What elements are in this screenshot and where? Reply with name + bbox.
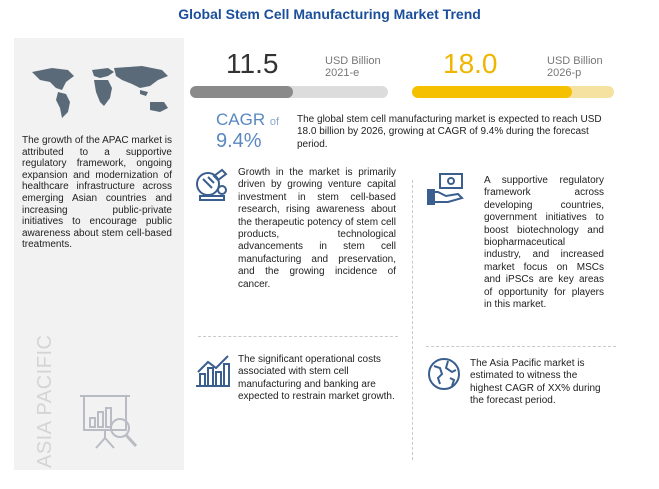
unit-2021: USD Billion 2021-e	[325, 55, 381, 79]
presentation-search-icon	[80, 395, 138, 449]
globe-icon	[428, 358, 460, 390]
unit-2026: USD Billion 2026-p	[547, 55, 603, 79]
divider-right	[426, 346, 616, 348]
market-value-2021: 11.5	[226, 48, 279, 79]
market-value-2026: 18.0	[443, 48, 498, 79]
drivers-description: Growth in the market is primarily driven…	[238, 167, 396, 290]
cagr-label-text: CAGR	[216, 110, 266, 129]
cagr-value: 9.4%	[216, 130, 262, 152]
microscope-icon	[196, 168, 228, 201]
unit-2021-label: USD Billion	[325, 55, 381, 67]
page-title: Global Stem Cell Manufacturing Market Tr…	[178, 6, 481, 22]
apac-description: The growth of the APAC market is attribu…	[22, 135, 172, 251]
world-map-icon	[32, 66, 168, 118]
year-2021-label: 2021-e	[325, 67, 360, 79]
asia-pacific-label-text: ASIA PACIFIC	[34, 334, 56, 468]
asia-pacific-label: ASIA PACIFIC	[26, 335, 66, 468]
cagr-of: of	[269, 116, 280, 128]
bar-2026-fill	[412, 86, 572, 98]
opportunities-description: A supportive regulatory framework across…	[484, 175, 604, 311]
main-panel	[186, 38, 630, 470]
regional-description: The Asia Pacific market is estimated to …	[470, 358, 601, 407]
cagr-label: CAGR of	[216, 110, 279, 130]
bar-2021-fill	[190, 86, 293, 98]
bar-2021-track	[190, 86, 388, 98]
bar-2026-track	[412, 86, 614, 98]
divider-left	[198, 336, 398, 338]
restraints-description: The significant operational costs associ…	[238, 354, 395, 403]
unit-2026-label: USD Billion	[547, 55, 603, 67]
money-hand-icon	[427, 173, 464, 205]
cagr-description: The global stem cell manufacturing marke…	[297, 114, 602, 150]
year-2026-label: 2026-p	[547, 67, 582, 79]
bar-chart-icon	[196, 355, 230, 387]
vertical-divider	[412, 180, 414, 460]
